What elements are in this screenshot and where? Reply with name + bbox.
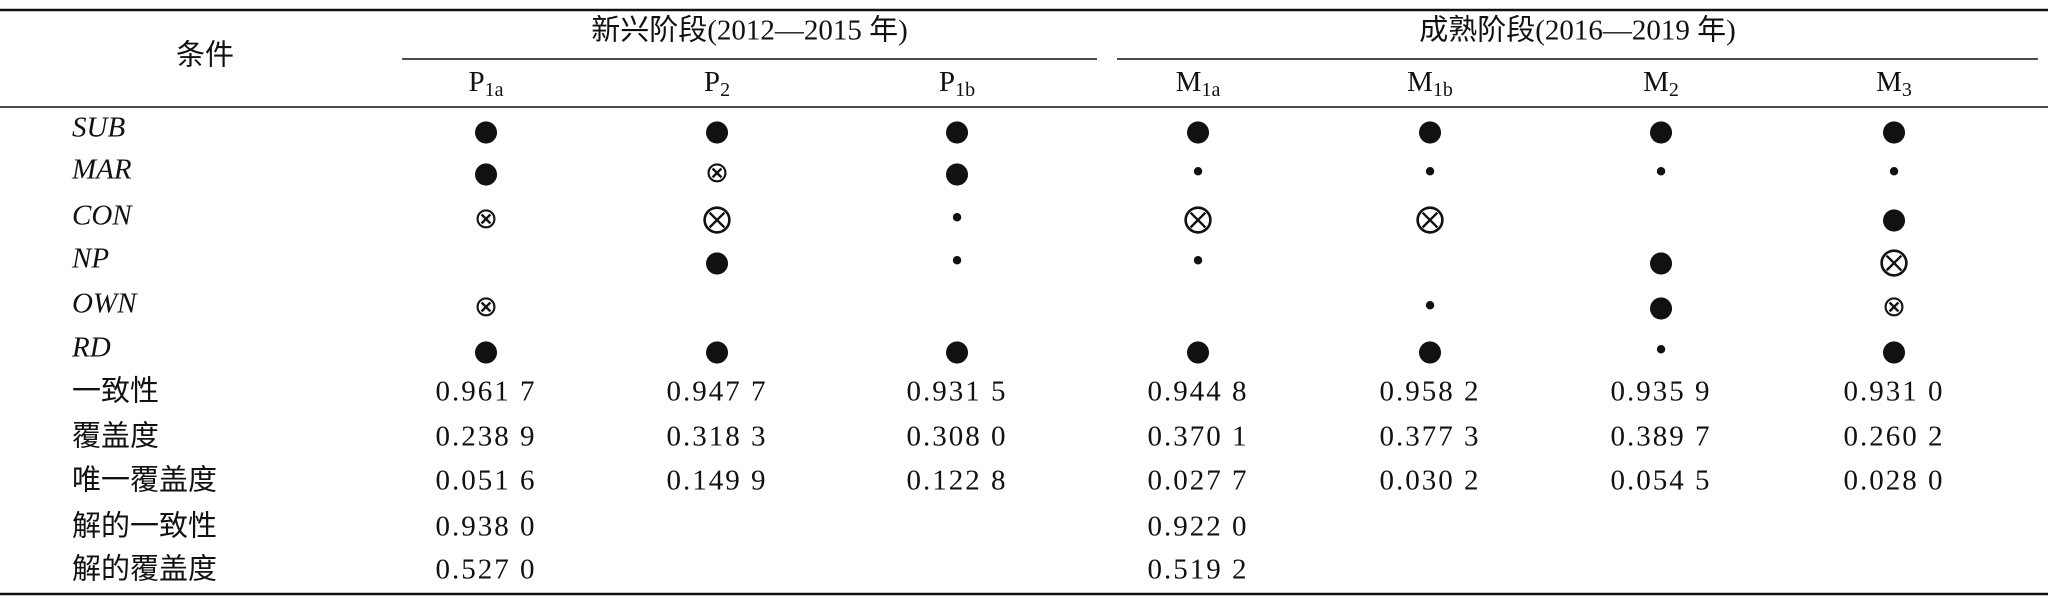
column-base: P — [704, 66, 720, 98]
column-sub: 1b — [1433, 79, 1453, 101]
condition-symbol: • — [1189, 155, 1206, 189]
condition-symbol: ● — [1881, 333, 1906, 367]
column-header: M1b — [1407, 66, 1453, 101]
condition-symbol: ● — [1417, 333, 1442, 367]
corner-header: 条件 — [176, 39, 234, 72]
metric-value: 0.028 0 — [1844, 465, 1945, 497]
condition-symbol: • — [948, 201, 965, 235]
condition-symbol: ● — [473, 113, 498, 147]
condition-symbol: ⊗ — [474, 289, 498, 323]
condition-symbol: • — [1421, 289, 1438, 323]
condition-symbol: ● — [1881, 201, 1906, 235]
condition-symbol: ● — [1417, 113, 1442, 147]
condition-symbol: ● — [473, 333, 498, 367]
column-sub: 3 — [1902, 79, 1912, 101]
metric-value: 0.149 9 — [667, 465, 768, 497]
metric-value: 0.389 7 — [1611, 421, 1712, 453]
condition-symbol: ● — [944, 113, 969, 147]
condition-label: OWN — [72, 288, 138, 320]
metric-value: 0.922 0 — [1148, 511, 1249, 543]
metric-value: 0.938 0 — [436, 511, 537, 543]
metric-value: 0.030 2 — [1380, 465, 1481, 497]
column-header: M3 — [1876, 66, 1912, 101]
column-sub: 1b — [955, 79, 975, 101]
metric-value: 0.961 7 — [436, 376, 537, 408]
column-sub: 2 — [1669, 79, 1679, 101]
column-sub: 1a — [485, 79, 504, 101]
metric-value: 0.944 8 — [1148, 376, 1249, 408]
condition-symbol: ● — [704, 244, 729, 278]
metric-value: 0.238 9 — [436, 421, 537, 453]
column-base: P — [939, 66, 955, 98]
condition-symbol: ⊗ — [474, 201, 498, 235]
column-header: M2 — [1643, 66, 1679, 101]
metric-value: 0.931 5 — [907, 376, 1008, 408]
condition-symbol: ⨂ — [1880, 244, 1909, 278]
metric-value: 0.947 7 — [667, 376, 768, 408]
column-header: P2 — [704, 66, 730, 101]
condition-symbol: • — [1885, 155, 1902, 189]
condition-label: NP — [71, 243, 109, 275]
condition-symbol: ● — [1648, 289, 1673, 323]
condition-symbol: • — [1421, 155, 1438, 189]
condition-symbol: ⊗ — [1882, 289, 1906, 323]
metric-value: 0.308 0 — [907, 421, 1008, 453]
metric-value: 0.377 3 — [1380, 421, 1481, 453]
condition-symbol: ● — [1881, 113, 1906, 147]
column-header: P1b — [939, 66, 975, 101]
condition-symbol: ● — [944, 155, 969, 189]
metric-label: 一致性 — [72, 375, 159, 408]
column-sub: 1a — [1201, 79, 1220, 101]
condition-symbol: • — [948, 244, 965, 278]
condition-symbol: • — [1652, 155, 1669, 189]
column-base: M — [1876, 66, 1902, 98]
group-header: 成熟阶段(2016—2019 年) — [1419, 14, 1736, 47]
metric-label: 唯一覆盖度 — [72, 464, 217, 497]
condition-symbol: ● — [1648, 244, 1673, 278]
metric-value: 0.370 1 — [1148, 421, 1249, 453]
column-header: M1a — [1176, 66, 1221, 101]
metric-label: 覆盖度 — [72, 420, 159, 453]
group-header: 新兴阶段(2012—2015 年) — [591, 14, 908, 47]
column-header: P1a — [468, 66, 503, 101]
condition-symbol: ● — [473, 155, 498, 189]
metric-value: 0.027 7 — [1148, 465, 1249, 497]
condition-symbol: ⨂ — [1416, 201, 1445, 235]
metric-value: 0.931 0 — [1844, 376, 1945, 408]
metric-value: 0.054 5 — [1611, 465, 1712, 497]
condition-symbol: ● — [704, 333, 729, 367]
metric-value: 0.958 2 — [1380, 376, 1481, 408]
condition-label: CON — [72, 200, 133, 232]
column-base: M — [1176, 66, 1202, 98]
condition-symbol: ● — [944, 333, 969, 367]
column-base: M — [1643, 66, 1669, 98]
column-base: M — [1407, 66, 1433, 98]
condition-symbol: ● — [704, 113, 729, 147]
condition-symbol: ● — [1185, 333, 1210, 367]
metric-value: 0.935 9 — [1611, 376, 1712, 408]
condition-symbol: ● — [1185, 113, 1210, 147]
condition-symbol: ⊗ — [705, 155, 729, 189]
condition-label: SUB — [72, 112, 125, 144]
metric-label: 解的覆盖度 — [72, 553, 217, 586]
metric-value: 0.122 8 — [907, 465, 1008, 497]
condition-symbol: • — [1652, 333, 1669, 367]
metric-value: 0.051 6 — [436, 465, 537, 497]
metric-value: 0.527 0 — [436, 554, 537, 586]
metric-label: 解的一致性 — [72, 510, 217, 543]
metric-value: 0.260 2 — [1844, 421, 1945, 453]
condition-label: MAR — [71, 154, 132, 186]
column-base: P — [468, 66, 484, 98]
metric-value: 0.318 3 — [667, 421, 768, 453]
condition-symbol: ⨂ — [703, 201, 732, 235]
condition-symbol: • — [1189, 244, 1206, 278]
column-sub: 2 — [720, 79, 730, 101]
condition-symbol: ⨂ — [1184, 201, 1213, 235]
metric-value: 0.519 2 — [1148, 554, 1249, 586]
condition-label: RD — [71, 332, 111, 364]
condition-symbol: ● — [1648, 113, 1673, 147]
